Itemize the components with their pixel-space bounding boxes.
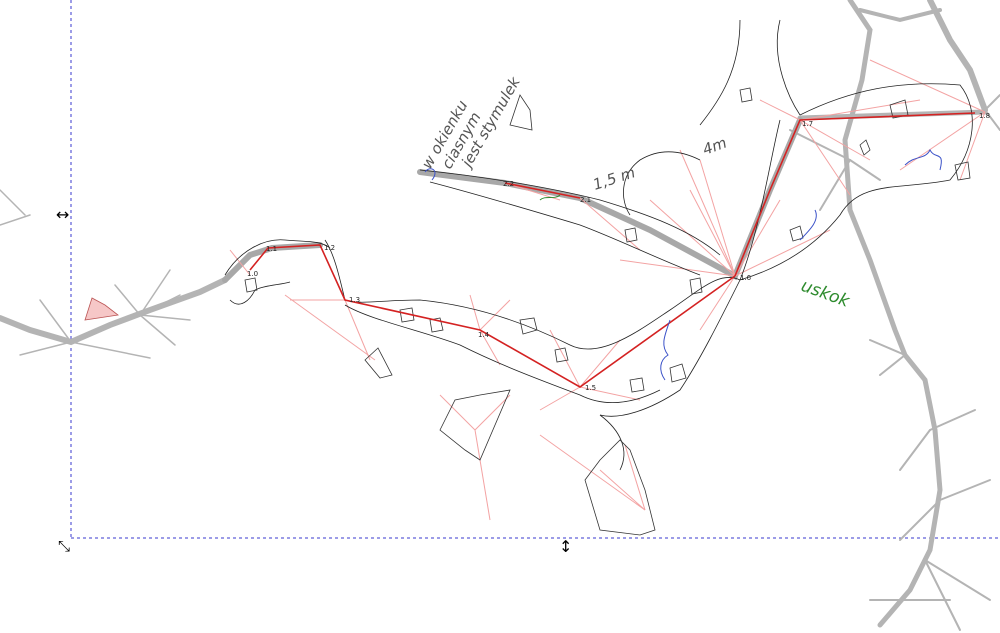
width-note: 1,5 m — [591, 163, 638, 193]
station-1-5[interactable]: 1.5 — [585, 384, 596, 392]
height-note: 4m — [700, 134, 729, 159]
blue-marks — [424, 148, 942, 381]
station-1-1[interactable]: 1.1 — [266, 245, 277, 253]
boulders — [244, 87, 971, 393]
station-1-6[interactable]: 1.6 — [740, 274, 752, 282]
splay-shots — [229, 59, 986, 521]
background-survey-left — [0, 189, 228, 359]
resize-handle-corner[interactable]: ⤡ — [58, 537, 70, 555]
station-1-0[interactable]: 1.0 — [247, 270, 258, 278]
station-2-2[interactable]: 2.2 — [503, 180, 514, 188]
survey-legs — [249, 112, 976, 388]
background-survey-right — [789, 0, 1000, 631]
resize-handle-bottom[interactable]: ↕ — [559, 537, 572, 556]
station-1-2[interactable]: 1.2 — [324, 244, 335, 252]
page-border — [70, 0, 1000, 539]
station-1-8[interactable]: 1.8 — [979, 112, 990, 120]
station-2-1[interactable]: 2.1 — [580, 196, 591, 204]
station-1-7[interactable]: 1.7 — [802, 120, 813, 128]
station-1-3[interactable]: 1.3 — [349, 296, 360, 304]
station-1-4[interactable]: 1.4 — [478, 331, 490, 339]
resize-handle-left[interactable]: ↔ — [56, 205, 69, 224]
cross-sections — [84, 94, 656, 536]
ledge-note: uskok — [798, 276, 853, 312]
green-marks — [539, 194, 561, 201]
